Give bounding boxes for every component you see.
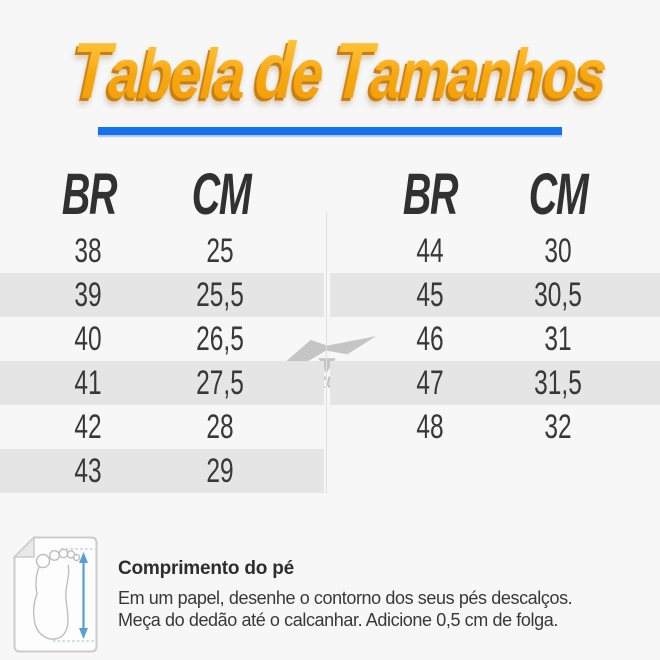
column-header-br-right: BR [402, 162, 459, 227]
cm-size-value: 31,5 [534, 364, 582, 402]
footer-heading: Comprimento do pé [118, 558, 295, 579]
br-size-value: 45 [416, 276, 444, 314]
footer-instructions: Em um papel, desenhe o contorno dos seus… [118, 588, 573, 631]
table-header-row: BR CM BR CM MIZUNO [0, 162, 660, 392]
cm-size-value: 29 [206, 452, 234, 490]
cm-size-value: 31 [544, 320, 572, 358]
table-row: 41 27,5 [0, 361, 324, 405]
br-size-value: 48 [416, 408, 444, 446]
paper-foot-outline-icon [12, 535, 98, 653]
br-size-value: 41 [74, 364, 102, 402]
table-row: 42 28 [0, 405, 324, 449]
size-table-left: 38 25 39 25,5 40 26,5 41 27,5 42 28 43 2… [0, 229, 324, 493]
br-size-value: 44 [416, 232, 444, 270]
table-row: 45 30,5 [330, 273, 660, 317]
br-size-value: 38 [74, 232, 102, 270]
table-row: 43 29 [0, 449, 324, 493]
size-table-right: 44 30 45 30,5 46 31 47 31,5 48 32 [330, 229, 660, 449]
br-size-value: 47 [416, 364, 444, 402]
column-header-cm-right: CM [528, 162, 589, 227]
cm-size-value: 30,5 [534, 276, 582, 314]
br-size-value: 40 [74, 320, 102, 358]
cm-size-value: 30 [544, 232, 572, 270]
column-header-br-left: BR [61, 162, 118, 227]
table-row: 44 30 [330, 229, 660, 273]
cm-size-value: 26,5 [196, 320, 244, 358]
footer-instruction-line-2: Meça do dedão até o calcanhar. Adicione … [118, 609, 558, 630]
br-size-value: 42 [74, 408, 102, 446]
table-row: 39 25,5 [0, 273, 324, 317]
title-word: Tamanhos [331, 26, 608, 115]
cm-size-value: 28 [206, 408, 234, 446]
measure-arrow-icon [53, 548, 95, 642]
footer-instruction-line-1: Em um papel, desenhe o contorno dos seus… [118, 588, 573, 608]
table-row: 40 26,5 [0, 317, 324, 361]
cm-size-value: 32 [544, 408, 572, 446]
title-word: Tabela [69, 26, 247, 115]
foot-measurement-icon [12, 535, 98, 658]
page-title: TabeladeTamanhos [64, 26, 607, 115]
column-header-cm-left: CM [191, 162, 252, 227]
br-size-value: 46 [416, 320, 444, 358]
table-row: 47 31,5 [330, 361, 660, 405]
title-underline-bar [98, 127, 562, 135]
cm-size-value: 27,5 [196, 364, 244, 402]
table-row: 46 31 [330, 317, 660, 361]
br-size-value: 39 [74, 276, 102, 314]
br-size-value: 43 [74, 452, 102, 490]
cm-size-value: 25,5 [196, 276, 244, 314]
table-row: 48 32 [330, 405, 660, 449]
table-divider-line [326, 212, 327, 493]
cm-size-value: 25 [206, 232, 234, 270]
title-word: de [252, 26, 325, 115]
table-row: 38 25 [0, 229, 324, 273]
